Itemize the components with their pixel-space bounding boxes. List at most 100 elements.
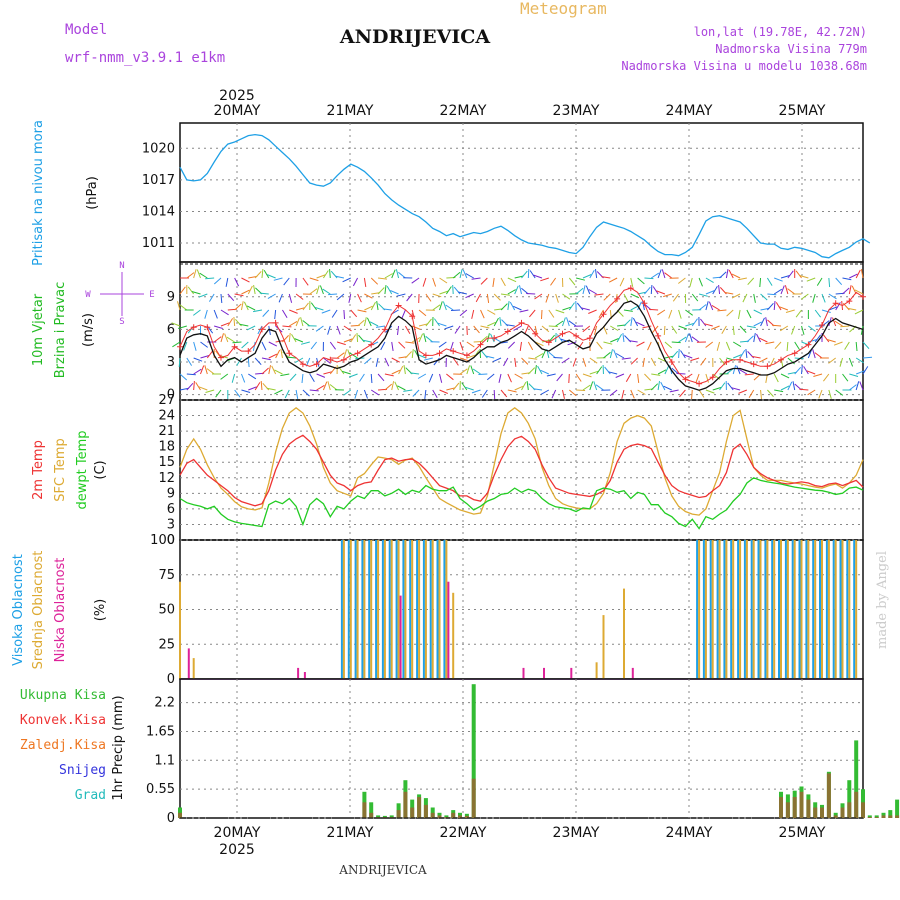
wind-arrow	[396, 293, 406, 297]
wind-gust-marker	[340, 356, 347, 363]
y-tick-label: 0	[167, 533, 175, 548]
wind-arrow	[732, 365, 737, 375]
wind-arrow	[437, 322, 447, 327]
wind-arrow	[384, 373, 394, 377]
wind-arrow	[248, 373, 257, 380]
wind-arrow	[705, 389, 715, 394]
cloud-bar	[429, 540, 432, 679]
wind-gust-marker	[450, 348, 457, 355]
wind-arrow	[310, 341, 317, 350]
wind-arrow	[179, 387, 189, 391]
cloud-bar	[347, 540, 350, 679]
wind-arrow	[613, 349, 618, 359]
cloud-bar	[388, 540, 391, 679]
wind-arrow	[390, 290, 399, 295]
cloud-bar	[445, 540, 448, 679]
cloud-bar	[702, 540, 705, 679]
wind-arrow	[588, 289, 597, 295]
wind-arrow	[678, 336, 687, 343]
wind-arrow	[461, 382, 468, 391]
wind-arrow	[786, 341, 789, 352]
wind-arrow	[348, 293, 352, 303]
wind-arrow	[498, 373, 502, 383]
wind-arrow	[519, 341, 522, 351]
y-tick-label: 18	[158, 440, 175, 455]
panel-frame	[179, 678, 864, 819]
wind-arrow	[423, 333, 427, 343]
wind-arrow	[541, 325, 550, 333]
wind-arrow	[718, 284, 721, 295]
wind-gust-marker	[422, 352, 429, 359]
wind-arrow	[302, 277, 309, 286]
wind-arrow	[736, 365, 741, 375]
wind-arrow	[350, 309, 358, 318]
wind-arrow	[582, 325, 591, 333]
y-tick-label: 1.1	[154, 753, 175, 768]
wind-arrow	[540, 277, 549, 282]
cloud-bar	[819, 540, 821, 679]
wind-arrow	[241, 289, 250, 295]
precip-convective-bar	[840, 807, 845, 818]
y-tick-label: 1014	[142, 204, 175, 219]
wind-gust-marker	[204, 324, 211, 331]
wind-gust-marker	[518, 319, 525, 326]
wind-arrow	[657, 309, 666, 316]
wind-arrow	[274, 309, 277, 320]
pressure-unit: (hPa)	[85, 176, 100, 210]
wind-arrow	[213, 309, 218, 319]
wind-arrow	[186, 382, 194, 391]
wind-arrow	[716, 341, 721, 351]
wind-arrow	[227, 293, 235, 302]
y-tick-label: 25	[158, 637, 175, 652]
wind-arrow	[717, 309, 727, 312]
wind-arrow	[727, 382, 734, 391]
wind-arrow	[411, 277, 420, 284]
wind-arrow	[507, 341, 516, 349]
wind-arrow	[377, 287, 385, 295]
wind-arrow	[300, 317, 304, 327]
wind-gust-marker	[354, 350, 361, 357]
wind-arrow	[568, 320, 577, 327]
precip-convective-bar	[785, 802, 790, 818]
wind-gust-marker	[231, 343, 238, 350]
wind-arrow	[341, 370, 351, 375]
cloud-bar	[696, 540, 699, 679]
footer-station: ANDRIJEVICA	[338, 863, 427, 877]
wind-arrow	[767, 389, 774, 397]
wind-arrow	[514, 285, 519, 295]
wind-arrow	[478, 373, 488, 375]
wind-arrow	[582, 285, 586, 295]
wind-arrow	[636, 341, 645, 347]
wind-arrow	[589, 381, 594, 391]
cloud-bar	[732, 540, 735, 679]
compass-south: S	[119, 317, 124, 327]
wind-arrow	[459, 341, 464, 351]
wind-arrow	[329, 384, 338, 391]
cloud-bar	[381, 540, 384, 679]
wind-arrow	[684, 333, 689, 343]
pressure-axis-title: Pritisak na nivou mora	[31, 120, 46, 266]
wind-arrow	[263, 270, 270, 279]
wind-arrow	[529, 270, 536, 279]
wind-arrow	[220, 309, 229, 316]
precip-convective-bar	[888, 815, 893, 818]
wind-arrow	[855, 357, 865, 364]
wind-arrow	[526, 293, 536, 295]
wind-arrow	[284, 389, 290, 399]
wind-arrow	[568, 373, 570, 384]
wind-arrow	[705, 373, 709, 383]
precip-convective-bar	[874, 817, 879, 818]
wind-arrow	[683, 354, 693, 359]
wind-arrow	[445, 286, 452, 295]
y-tick-label: 9	[167, 486, 175, 501]
wind-arrow	[323, 371, 333, 375]
wind-arrow	[475, 293, 481, 303]
y-tick-label: 100	[150, 533, 175, 548]
wind-arrow	[480, 335, 488, 343]
wind-arrow	[616, 333, 623, 343]
wind-arrow	[280, 373, 290, 377]
wind-gust-marker	[600, 311, 607, 318]
wind-arrow	[575, 373, 582, 382]
wind-arrow	[274, 389, 283, 395]
wind-arrow	[562, 293, 571, 300]
